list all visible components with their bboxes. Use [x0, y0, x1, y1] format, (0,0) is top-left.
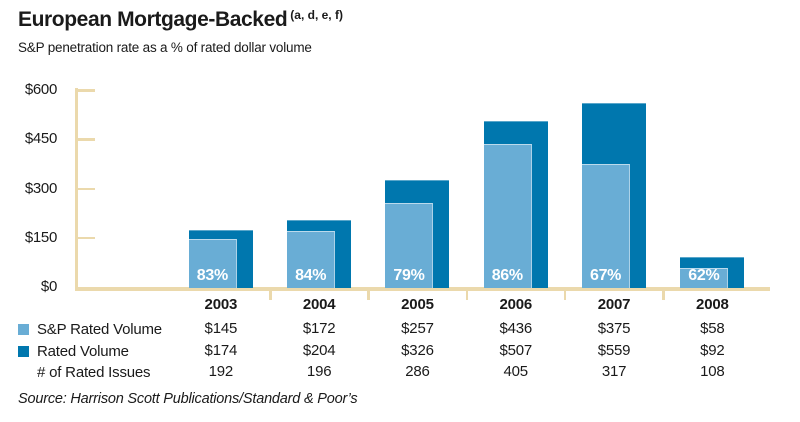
table-cell: $507 [499, 342, 533, 359]
row-label-text: Rated Volume [37, 342, 129, 360]
y-tick-mark [78, 236, 95, 240]
year-label: 2005 [401, 296, 434, 313]
year-label: 2007 [597, 296, 631, 313]
sp-rated-volume-bar: 83% [188, 239, 237, 288]
table-cell: $559 [597, 342, 631, 359]
table-cell: 405 [503, 363, 529, 380]
y-tick-mark [78, 89, 95, 92]
year-label: 2004 [302, 296, 336, 313]
sp-rated-volume-bar: 67% [582, 163, 631, 288]
year-label: 2003 [204, 296, 238, 313]
table-cell: 317 [601, 363, 627, 380]
table-cell: $145 [204, 320, 238, 337]
table-cell: $92 [700, 342, 725, 359]
table-cell: $257 [401, 320, 434, 337]
chart-subtitle: S&P penetration rate as a % of rated dol… [18, 40, 312, 55]
table-row-label: # of Rated Issues [18, 363, 151, 381]
y-tick-mark [78, 138, 95, 141]
rated-volume-legend-swatch [18, 345, 29, 357]
sp-rated-volume-bar: 84% [287, 230, 336, 288]
x-tick-mark [662, 291, 665, 300]
table-cell: $172 [302, 320, 336, 337]
penetration-pct-label: 83% [196, 266, 228, 284]
y-tick-label: $150 [24, 228, 57, 246]
year-label: 2006 [499, 296, 533, 313]
y-axis-line [75, 88, 78, 291]
penetration-pct-label: 62% [688, 266, 720, 284]
x-tick-mark [563, 291, 567, 300]
y-tick-label: $0 [40, 278, 57, 295]
table-cell: $375 [597, 320, 631, 337]
year-label: 2008 [696, 296, 729, 313]
penetration-pct-label: 79% [393, 266, 425, 284]
sp-rated-volume-bar: 86% [483, 143, 532, 288]
x-axis-line [75, 287, 770, 291]
table-cell: 108 [700, 363, 725, 380]
source-note: Source: Harrison Scott Publications/Stan… [18, 391, 358, 407]
table-cell: $326 [401, 342, 434, 359]
penetration-pct-label: 84% [295, 266, 327, 284]
table-cell: $174 [204, 342, 238, 359]
page-title-text: European Mortgage-Backed [18, 8, 288, 31]
table-cell: $436 [499, 320, 533, 337]
penetration-pct-label: 67% [589, 267, 622, 284]
x-tick-mark [269, 291, 272, 300]
table-cell: $58 [700, 320, 725, 337]
table-cell: 286 [405, 363, 430, 380]
table-row-label: Rated Volume [18, 342, 129, 360]
table-cell: $204 [302, 342, 336, 359]
sp-rated-volume-legend-swatch [18, 323, 29, 335]
y-tick-label: $600 [24, 81, 57, 98]
table-cell: 196 [306, 363, 332, 380]
title-footnote-superscript: (a, d, e, f) [290, 8, 343, 22]
sp-rated-volume-bar: 62% [680, 266, 729, 288]
table-row-label: S&P Rated Volume [18, 320, 162, 338]
sp-rated-volume-bar: 79% [385, 202, 434, 288]
page-title: European Mortgage-Backed (a, d, e, f) [18, 7, 343, 32]
table-cell: 192 [208, 363, 234, 380]
y-tick-label: $300 [24, 179, 57, 197]
y-tick-mark [78, 187, 95, 190]
y-tick-label: $450 [24, 130, 57, 148]
x-tick-mark [367, 291, 370, 300]
row-label-text: # of Rated Issues [37, 363, 151, 381]
row-label-text: S&P Rated Volume [37, 320, 162, 338]
x-tick-mark [465, 291, 469, 300]
penetration-pct-label: 86% [491, 266, 523, 284]
